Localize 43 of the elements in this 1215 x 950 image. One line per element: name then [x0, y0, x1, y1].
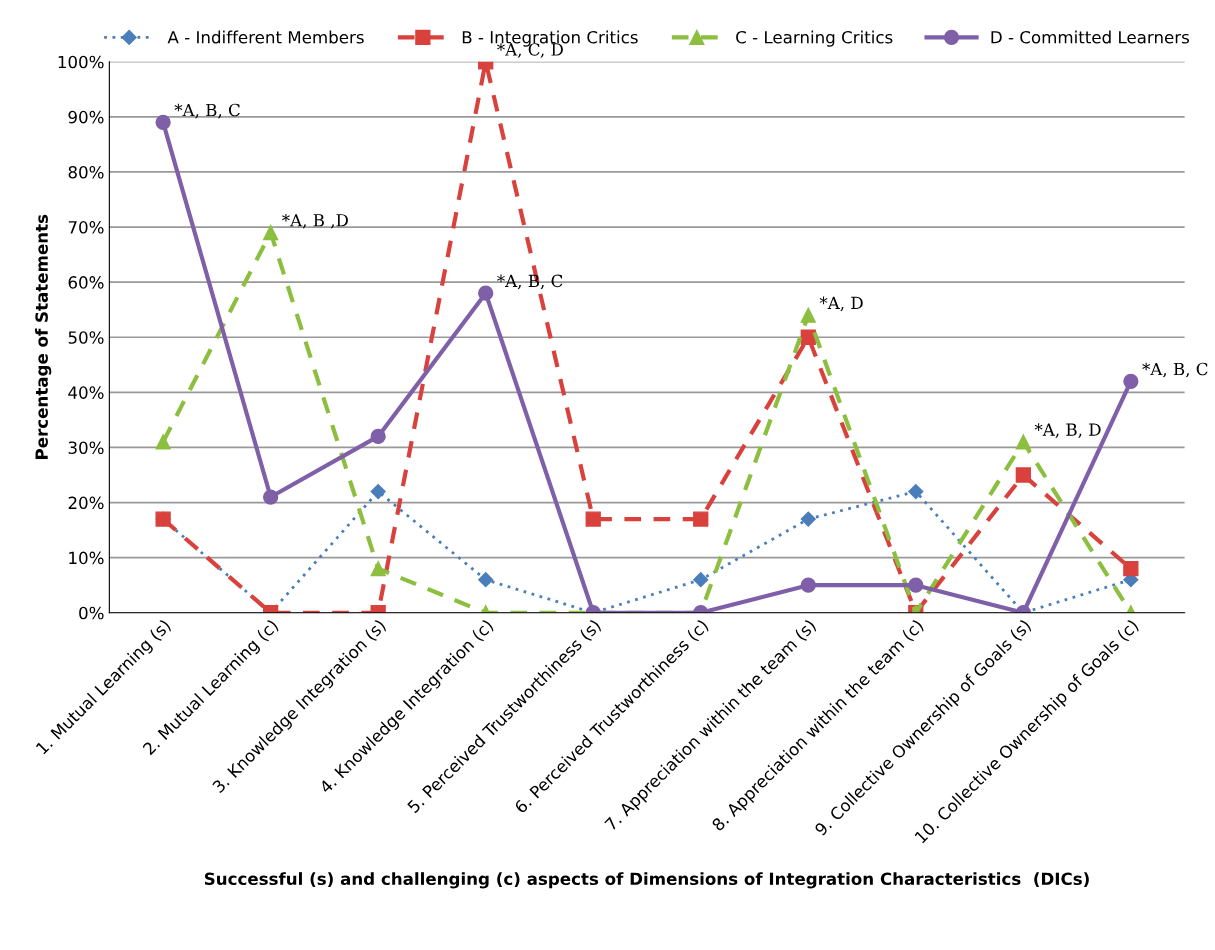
annotation: *A, B, C: [1142, 362, 1208, 378]
y-tick-label: 70%: [68, 221, 104, 234]
annotation: *A, B, C: [497, 274, 563, 290]
point: [800, 307, 816, 323]
y-tick-label: 60%: [68, 276, 104, 289]
point: [263, 489, 279, 505]
point: [800, 577, 816, 593]
point: [1123, 561, 1139, 577]
point: [263, 224, 279, 241]
point: [155, 114, 171, 130]
y-tick-label: 10%: [69, 551, 104, 565]
legend-label: A - Indifferent Members: [167, 30, 364, 44]
annotation: *A, B ,D: [282, 213, 348, 229]
y-tick-label: 90%: [68, 110, 104, 124]
y-axis-title: Percentage of Statements: [35, 214, 52, 459]
point: [1123, 373, 1139, 389]
y-tick-label: 20%: [68, 496, 104, 510]
point: [370, 561, 386, 577]
point: [1015, 434, 1031, 450]
y-tick-label: 40%: [68, 386, 104, 399]
y-tick-label: 50%: [68, 331, 104, 344]
point: [800, 511, 816, 527]
y-tick-label: 0%: [79, 606, 104, 620]
x-axis-title: Successful (s) and challenging (c) aspects of Dimensions of Integration Characteristics (DICs): [204, 872, 1089, 889]
point: [908, 577, 924, 593]
point: [370, 483, 386, 500]
point: [478, 572, 494, 588]
y-tick-label: 80%: [68, 165, 104, 179]
point: [908, 483, 924, 500]
point: [370, 428, 386, 445]
point: [1015, 467, 1031, 483]
point: [585, 511, 601, 527]
point: [693, 511, 709, 527]
point: [478, 285, 494, 301]
annotation: *A, D: [819, 296, 863, 312]
annotation: *A, B, D: [1034, 423, 1101, 438]
y-tick-label: 30%: [68, 441, 104, 455]
y-tick-label: 100%: [58, 55, 104, 69]
point: [693, 572, 709, 588]
annotation: *A, B, C: [174, 103, 240, 119]
point: [155, 434, 171, 450]
legend-label: D - Committed Learners: [991, 30, 1190, 44]
legend-label: C - Learning Critics: [736, 30, 893, 47]
